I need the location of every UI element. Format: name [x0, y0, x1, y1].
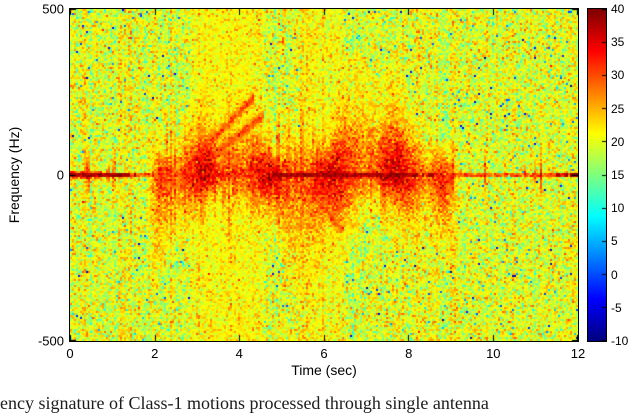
cbar-tick-35: 35	[611, 35, 625, 50]
x-tick-8: 8	[405, 346, 413, 361]
x-tick-10: 10	[486, 346, 501, 361]
y-tick-0: 0	[56, 167, 64, 183]
cbar-tick-20: 20	[611, 134, 625, 149]
cbar-tick-0: 0	[611, 267, 618, 282]
cbar-tick-40: 40	[611, 2, 625, 16]
y-tick-neg500: -500	[37, 333, 64, 349]
spectrogram-canvas	[70, 9, 578, 341]
plot-area	[69, 8, 579, 342]
figure-caption-fragment: ency signature of Class-1 motions proces…	[0, 393, 489, 413]
x-tick-6: 6	[320, 346, 328, 361]
cbar-tick-25: 25	[611, 101, 625, 116]
x-tick-2: 2	[151, 346, 159, 361]
x-tick-0: 0	[66, 346, 74, 361]
colorbar	[587, 8, 607, 342]
cbar-tick-15: 15	[611, 168, 625, 182]
x-axis-label: Time (sec)	[291, 362, 357, 378]
cbar-tick-neg10: -10	[611, 334, 629, 348]
cbar-tick-5: 5	[611, 234, 618, 249]
y-tick-500: 500	[42, 1, 64, 17]
colorbar-canvas	[588, 9, 606, 341]
x-tick-4: 4	[235, 346, 243, 361]
x-tick-12: 12	[570, 346, 586, 361]
cbar-tick-30: 30	[611, 68, 625, 83]
cbar-tick-neg5: -5	[611, 300, 622, 315]
cbar-tick-10: 10	[611, 201, 625, 216]
